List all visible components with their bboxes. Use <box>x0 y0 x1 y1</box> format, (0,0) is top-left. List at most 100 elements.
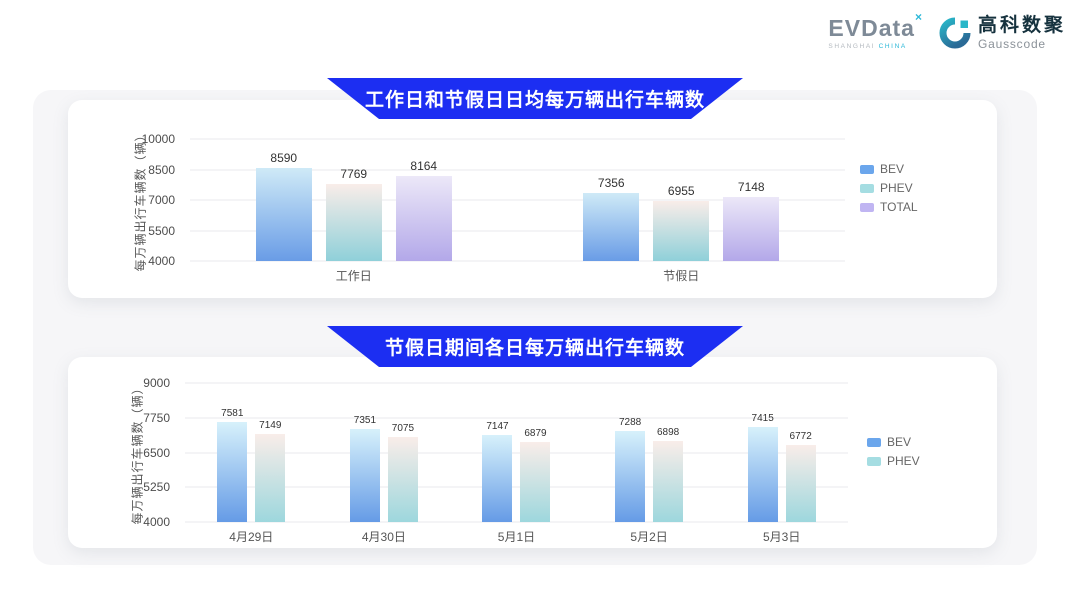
bar-phev: 7075 <box>387 383 418 522</box>
bar-value-label: 6879 <box>524 427 547 439</box>
bars-layer: 8590 7769 8164 工作日 7356 6955 7148 节假日 <box>190 139 846 283</box>
legend-swatch-icon <box>860 164 874 174</box>
gausscode-g-icon <box>939 17 971 49</box>
bar-fill <box>723 197 780 261</box>
bar-value-label: 7769 <box>340 167 368 182</box>
bar-bev: 7356 <box>583 139 640 261</box>
bar-phev: 6879 <box>520 383 551 522</box>
bar-fill <box>395 176 452 261</box>
legend-item-total[interactable]: TOTAL <box>860 200 918 214</box>
x-category-label: 4月29日 <box>229 530 274 544</box>
y-tick-label: 10000 <box>141 132 175 146</box>
bar-phev: 6955 <box>653 139 710 261</box>
legend-item-phev[interactable]: PHEV <box>867 454 920 468</box>
evdata-tagline: SHANGHAI CHINA <box>828 43 923 50</box>
y-tick-label: 7750 <box>143 410 170 425</box>
gridline <box>185 486 848 488</box>
bar-phev: 7769 <box>325 139 382 261</box>
y-tick-label: 4000 <box>143 515 170 529</box>
gausscode-name-en: Gausscode <box>977 36 1046 51</box>
bar-fill <box>520 441 551 522</box>
gridline <box>190 199 845 201</box>
gausscode-text: 高科数聚 Gausscode <box>977 15 1066 51</box>
legend-swatch-icon <box>860 183 874 193</box>
gridline <box>190 230 845 231</box>
x-category-label: 4月30日 <box>361 530 406 544</box>
workday-holiday-chart-card: 每万辆出行车辆数（辆） 4000 5500 7000 8500 10000 8590 77… <box>68 100 997 298</box>
bar-fill <box>349 428 380 522</box>
bar-value-label: 8590 <box>270 150 298 165</box>
legend-label: PHEV <box>880 181 913 195</box>
legend-label: BEV <box>887 435 912 449</box>
bar-value-label: 7581 <box>221 408 244 420</box>
category-band: 7147 6879 5月1日 <box>450 383 583 544</box>
gridlines <box>185 382 848 523</box>
bar-bev: 7351 <box>349 383 380 522</box>
category-band: 7356 6955 7148 节假日 <box>518 139 846 283</box>
bar-phev: 6772 <box>785 383 816 522</box>
legend-label: TOTAL <box>880 200 918 214</box>
x-category-label: 5月2日 <box>630 530 668 544</box>
bar-fill <box>615 430 646 522</box>
legend-swatch-icon <box>860 202 874 212</box>
bar-phev: 6898 <box>653 383 684 522</box>
gridline <box>190 138 845 140</box>
evdata-x-mark: × <box>914 10 923 25</box>
category-band: 7581 7149 4月29日 <box>185 383 318 544</box>
legend-item-bev[interactable]: BEV <box>860 162 918 176</box>
legend: BEV PHEV TOTAL <box>860 162 918 214</box>
y-tick-label: 9000 <box>143 376 170 390</box>
gridlines <box>190 138 845 262</box>
x-category-label: 5月1日 <box>497 530 536 544</box>
gridline <box>190 169 845 170</box>
header-logos: EVData× SHANGHAI CHINA 高科数聚 Gausscode <box>828 11 1066 51</box>
category-band: 7415 6772 5月3日 <box>715 383 848 544</box>
category-band: 8590 7769 8164 工作日 <box>190 139 518 283</box>
holiday-daily-chart-card: 每万辆出行车辆数（辆） 4000 5250 6500 7750 9000 7581 714… <box>68 357 997 548</box>
bar-bev: 7415 <box>747 383 778 522</box>
bar-total: 8164 <box>395 139 452 261</box>
bar-fill <box>482 434 513 522</box>
bar-fill <box>255 167 312 261</box>
legend-label: BEV <box>880 162 905 176</box>
gridline <box>185 382 848 384</box>
y-axis-ticks: 4000 5500 7000 8500 10000 <box>68 132 178 268</box>
plot-area: 7581 7149 4月29日 7351 7075 4月30日 7147 6879 5月1日 72… <box>185 382 848 544</box>
gausscode-logo: 高科数聚 Gausscode <box>939 15 1066 51</box>
bar-bev: 7147 <box>482 383 513 522</box>
bar-value-label: 6898 <box>656 427 680 439</box>
bar-fill <box>653 200 710 261</box>
bars-layer: 7581 7149 4月29日 7351 7075 4月30日 7147 6879 5月1日 72… <box>185 383 848 544</box>
legend-label: PHEV <box>887 454 920 468</box>
bar-value-label: 7075 <box>391 422 415 434</box>
bar-fill <box>785 444 816 522</box>
bar-bev: 7581 <box>217 383 248 522</box>
bar-value-label: 7288 <box>618 416 642 428</box>
y-tick-label: 8500 <box>148 162 175 177</box>
category-band: 7351 7075 4月30日 <box>318 383 451 544</box>
legend: BEV PHEV <box>867 435 920 468</box>
bar-value-label: 6772 <box>789 430 812 442</box>
bar-fill <box>583 192 640 261</box>
x-category-label: 5月3日 <box>762 530 801 544</box>
plot-area: 8590 7769 8164 工作日 7356 6955 7148 节假日 <box>190 138 846 283</box>
chart2-title-banner: 节假日期间各日每万辆出行车辆数 <box>327 326 743 367</box>
bar-value-label: 7149 <box>259 420 282 432</box>
legend-item-phev[interactable]: PHEV <box>860 181 918 195</box>
bar-bev: 8590 <box>255 139 312 261</box>
gridline <box>185 417 848 419</box>
category-band: 7288 6898 5月2日 <box>583 383 716 544</box>
evdata-tagline-shanghai: SHANGHAI <box>828 42 876 50</box>
bar-value-label: 7148 <box>737 180 765 194</box>
bar-total: 7148 <box>723 139 780 261</box>
gridline <box>185 521 848 523</box>
bar-value-label: 8164 <box>410 159 438 174</box>
evdata-tagline-china: CHINA <box>878 42 907 50</box>
bar-fill <box>255 434 286 522</box>
gausscode-name-cn: 高科数聚 <box>977 15 1066 36</box>
chart1-title-banner: 工作日和节假日日均每万辆出行车辆数 <box>327 78 743 119</box>
evdata-logo: EVData× SHANGHAI CHINA <box>828 11 923 50</box>
x-category-label: 工作日 <box>335 269 372 283</box>
legend-item-bev[interactable]: BEV <box>867 435 920 449</box>
